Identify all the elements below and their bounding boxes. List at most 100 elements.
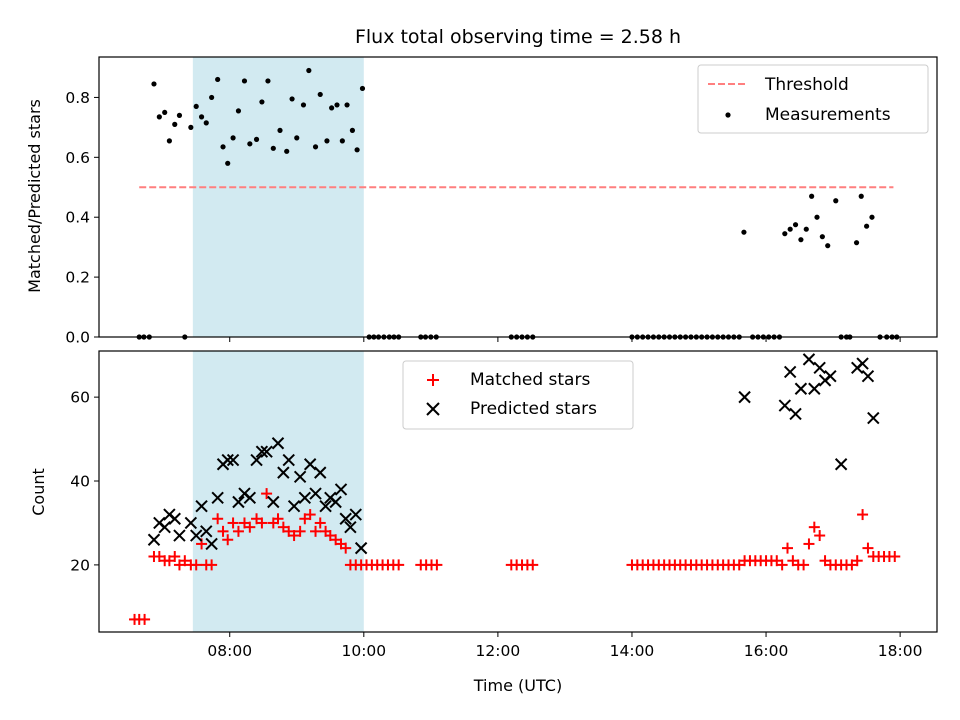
data-point	[250, 453, 263, 467]
data-point	[209, 94, 215, 101]
data-point	[782, 542, 794, 554]
data-point	[819, 234, 825, 240]
data-point	[206, 559, 218, 571]
data-point	[284, 148, 290, 154]
y-tick-label: 40	[70, 473, 90, 491]
data-point	[312, 144, 319, 150]
series-measurements	[136, 67, 900, 340]
data-point	[340, 542, 352, 554]
data-point	[215, 76, 221, 83]
data-point	[190, 559, 202, 571]
data-point	[151, 81, 157, 87]
y-tick-label: 0.8	[65, 89, 90, 107]
data-point	[334, 102, 340, 108]
x-tick-label: 10:00	[341, 642, 386, 660]
data-point	[300, 102, 307, 108]
data-point	[858, 193, 864, 199]
data-point	[354, 147, 360, 153]
bottom-plot-area: 20 40 60 08:00 10:00 12:00 14:00 16:00 18:00	[70, 350, 938, 660]
data-point	[158, 520, 171, 534]
data-point	[282, 453, 295, 467]
data-point	[344, 520, 357, 534]
data-point	[205, 537, 218, 551]
data-point	[225, 160, 231, 166]
data-point	[270, 145, 276, 151]
data-point	[869, 214, 875, 220]
data-point	[789, 407, 802, 421]
data-point	[431, 559, 443, 571]
data-point	[803, 226, 809, 232]
axes-frame	[98, 350, 938, 633]
data-point	[188, 124, 194, 130]
data-point	[851, 555, 863, 567]
data-point	[232, 495, 245, 509]
data-point	[825, 243, 831, 249]
data-point	[200, 525, 213, 538]
data-point	[176, 112, 183, 118]
data-point	[271, 437, 285, 450]
data-point	[339, 138, 345, 144]
data-point	[738, 390, 751, 404]
data-point	[783, 365, 797, 379]
y-tick-label: 0.2	[65, 269, 90, 287]
series-matched-stars	[129, 488, 901, 625]
x-tick-label: 14:00	[610, 642, 655, 660]
data-point	[247, 141, 253, 147]
data-point	[156, 114, 162, 120]
data-point	[212, 513, 224, 525]
data-point	[265, 78, 271, 84]
data-point	[857, 509, 869, 521]
data-point	[314, 517, 326, 529]
data-point	[193, 103, 199, 110]
series-predicted-stars	[147, 353, 880, 555]
data-point	[339, 512, 352, 525]
data-point	[227, 517, 239, 529]
data-point	[260, 445, 273, 458]
data-point	[303, 458, 317, 471]
data-point	[244, 521, 256, 533]
y-tick-label: 0.0	[65, 329, 90, 347]
data-point	[179, 555, 191, 567]
x-tick-label: 16:00	[744, 642, 789, 660]
data-point	[329, 495, 342, 509]
top-legend-frame	[697, 64, 929, 134]
data-point	[168, 512, 181, 525]
data-point	[324, 138, 330, 144]
data-point	[802, 353, 816, 366]
data-point	[139, 613, 151, 625]
bottom-legend: Matched stars Predicted stars	[402, 360, 634, 430]
data-point	[349, 508, 362, 521]
data-point	[255, 445, 269, 458]
data-point	[211, 491, 224, 504]
data-point	[824, 369, 837, 383]
data-point	[861, 369, 875, 383]
data-point	[287, 499, 301, 513]
data-point	[241, 78, 248, 84]
shaded-span	[192, 351, 364, 632]
data-point	[195, 499, 208, 513]
legend-measurements-swatch	[725, 112, 731, 118]
data-point	[277, 127, 283, 133]
x-tick-label: 12:00	[476, 642, 521, 660]
data-point	[190, 529, 203, 542]
data-point	[349, 127, 356, 133]
legend-predicted-swatch	[426, 402, 440, 416]
chart-title: Flux total observing time = 2.58 h	[355, 26, 681, 48]
legend-matched-swatch	[427, 374, 439, 386]
data-point	[298, 491, 312, 504]
data-point	[319, 499, 332, 513]
data-point	[354, 541, 368, 555]
data-point	[253, 136, 260, 142]
data-point	[864, 223, 870, 229]
data-point	[814, 530, 826, 542]
data-point	[220, 144, 226, 150]
data-point	[862, 542, 874, 554]
legend-matched-label: Matched stars	[470, 370, 590, 390]
data-point	[309, 487, 322, 500]
y-tick-label: 20	[70, 556, 90, 574]
data-point	[277, 466, 290, 479]
data-point	[221, 453, 234, 467]
x-tick-label: 18:00	[878, 642, 923, 660]
data-point	[776, 559, 788, 571]
